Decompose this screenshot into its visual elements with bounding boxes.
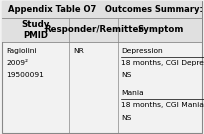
Text: Mania: Mania	[121, 90, 144, 96]
Text: NS: NS	[121, 72, 132, 78]
Text: NS: NS	[121, 115, 132, 121]
Text: Symptom: Symptom	[137, 25, 183, 34]
Text: NR: NR	[73, 48, 84, 54]
Text: 18 months, CGI Depressi-: 18 months, CGI Depressi-	[121, 60, 204, 66]
Text: 18 months, CGI Mania: 18 months, CGI Mania	[121, 102, 204, 108]
Text: Depression: Depression	[121, 48, 163, 54]
Text: Appendix Table O7   Outcomes Summary: combination inte: Appendix Table O7 Outcomes Summary: comb…	[8, 5, 204, 14]
Text: Study
PMID: Study PMID	[21, 20, 50, 40]
Bar	[2, 1, 202, 18]
Text: Responder/Remitter: Responder/Remitter	[44, 25, 143, 34]
Text: 2009²: 2009²	[6, 60, 28, 66]
Text: 19500091: 19500091	[6, 72, 44, 78]
Bar	[2, 18, 202, 42]
Text: Fagiolini: Fagiolini	[6, 48, 37, 54]
